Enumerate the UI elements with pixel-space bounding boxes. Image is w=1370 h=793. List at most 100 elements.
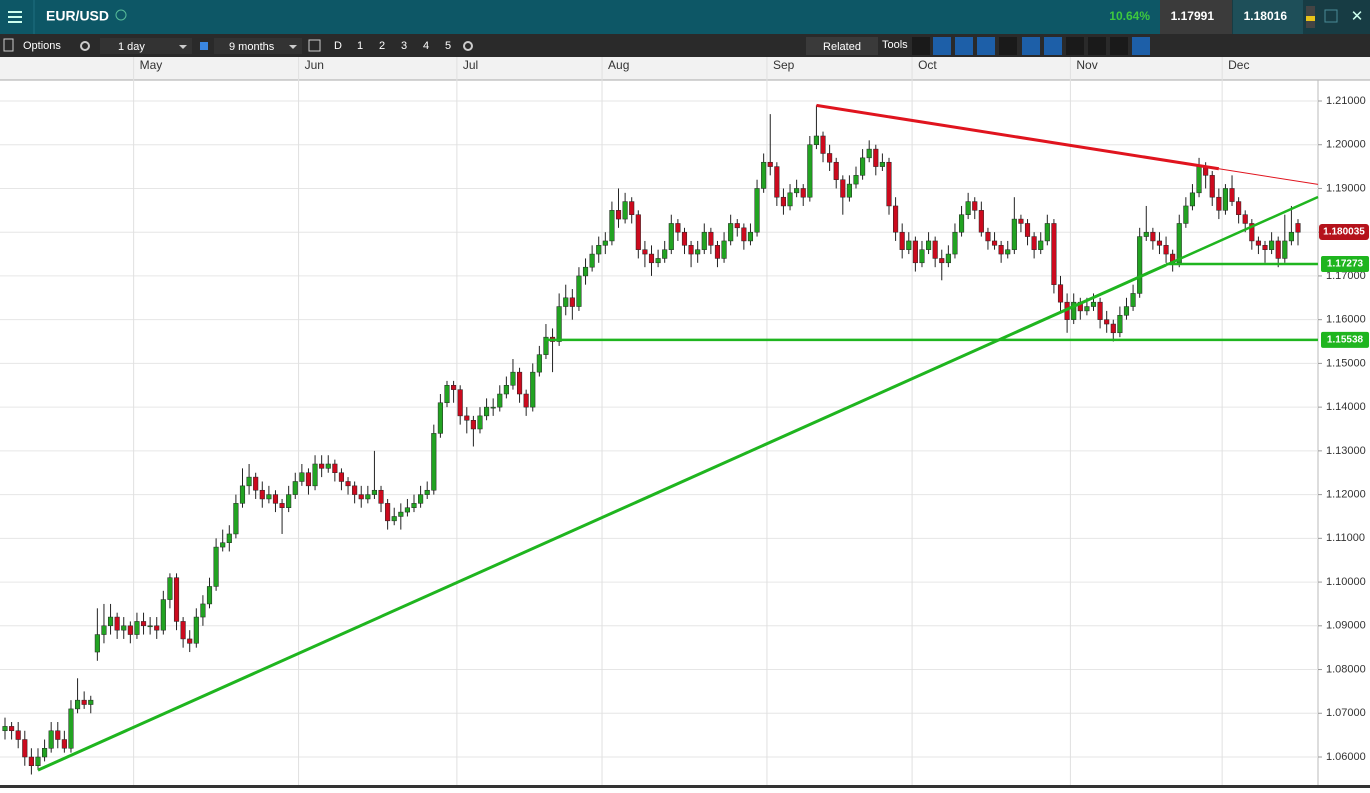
period-button[interactable]: 2 [379, 40, 385, 52]
candle-body [1024, 223, 1031, 237]
x-tick-label: Aug [608, 58, 629, 72]
candle-body [1209, 175, 1215, 198]
tool[interactable] [912, 37, 930, 55]
candle-body [958, 214, 965, 233]
tool[interactable] [1110, 37, 1128, 55]
time-axis [0, 57, 1370, 80]
tool[interactable] [955, 37, 973, 55]
candle-body [213, 546, 219, 587]
candle-body [378, 489, 384, 504]
candle-body [820, 135, 826, 154]
candle-body [695, 249, 701, 255]
candle-body [1011, 218, 1017, 250]
candle-body [668, 223, 674, 250]
dropdown-arrow [289, 45, 297, 49]
candle-body [1117, 315, 1123, 334]
candle-body [431, 433, 437, 491]
candle-body [1090, 301, 1097, 307]
period-button[interactable]: 5 [445, 40, 451, 52]
candle-body [299, 472, 305, 482]
period-button[interactable]: 4 [423, 40, 429, 52]
candle-body [615, 210, 622, 220]
lock-icon[interactable] [200, 42, 208, 50]
period-button[interactable]: 3 [401, 40, 407, 52]
candle-body [490, 406, 496, 409]
candle-body [800, 188, 806, 198]
close-icon[interactable]: ✕ [1351, 8, 1364, 25]
candle-body [1262, 245, 1268, 250]
candle-body [596, 245, 602, 255]
candle-body [140, 621, 147, 627]
candle-body [543, 336, 549, 355]
search-icon[interactable] [115, 9, 127, 21]
tool[interactable] [1132, 37, 1150, 55]
candle-body [365, 494, 371, 500]
x-tick-label: Jun [305, 58, 324, 72]
candle-body [1038, 240, 1044, 250]
candle-body [952, 231, 958, 255]
candle-body [1123, 306, 1130, 316]
candle-body [75, 699, 81, 710]
candle-body [239, 485, 246, 504]
candle-body [569, 297, 575, 307]
level-label: 1.15538 [1327, 335, 1364, 346]
menu-icon[interactable] [8, 11, 22, 23]
period-button[interactable]: 1 [357, 40, 363, 52]
x-tick-label: Dec [1228, 58, 1249, 72]
tool[interactable] [1044, 37, 1062, 55]
candle-body [444, 385, 450, 404]
candle-body [978, 210, 984, 233]
related-button[interactable] [806, 37, 878, 55]
candle-body [985, 231, 991, 242]
tool[interactable] [1088, 37, 1106, 55]
candle-body [259, 489, 265, 500]
candle-body [503, 385, 509, 395]
candle-body [345, 481, 351, 487]
candle-body [1044, 223, 1050, 242]
y-tick-label: 1.17000 [1326, 270, 1366, 282]
y-tick-label: 1.15000 [1326, 357, 1366, 369]
period-button[interactable]: D [334, 40, 342, 52]
y-tick-label: 1.14000 [1326, 401, 1366, 413]
candle-body [114, 616, 120, 631]
candle-body [2, 726, 8, 732]
popout-icon[interactable] [1324, 9, 1338, 23]
candle-body [754, 188, 760, 233]
candle-body [939, 258, 945, 264]
candle-body [451, 385, 457, 390]
tool[interactable] [1022, 37, 1040, 55]
candle-body [497, 393, 503, 408]
candle-body [1183, 205, 1189, 224]
candle-body [1288, 231, 1294, 242]
candle-body [853, 175, 859, 185]
candle-body [484, 406, 490, 417]
candle-body [530, 371, 536, 408]
settings-icon[interactable] [463, 41, 473, 51]
tool[interactable] [1066, 37, 1084, 55]
settings-icon[interactable] [80, 41, 90, 51]
candle-body [424, 489, 430, 495]
tool[interactable] [999, 37, 1017, 55]
candle-body [1057, 284, 1064, 303]
candle-body [55, 730, 61, 740]
options[interactable]: Options [23, 40, 61, 52]
candle-body [1005, 249, 1011, 255]
candle-body [1295, 223, 1301, 233]
y-tick-label: 1.12000 [1326, 489, 1366, 501]
candle-body [332, 463, 338, 473]
calendar-icon[interactable] [308, 39, 321, 52]
options-icon[interactable] [3, 38, 14, 52]
tool[interactable] [933, 37, 951, 55]
x-tick-label: May [140, 58, 163, 72]
last-price-tag [1319, 224, 1369, 241]
candle-body [371, 489, 377, 495]
bottom-bar [0, 785, 1370, 788]
candle-body [42, 748, 48, 758]
buy-box[interactable] [1233, 0, 1303, 34]
candle-body [1216, 196, 1222, 211]
range-select[interactable] [214, 38, 302, 54]
sell-box[interactable] [1160, 0, 1232, 34]
tool[interactable] [977, 37, 995, 55]
interval-select[interactable] [100, 38, 192, 54]
